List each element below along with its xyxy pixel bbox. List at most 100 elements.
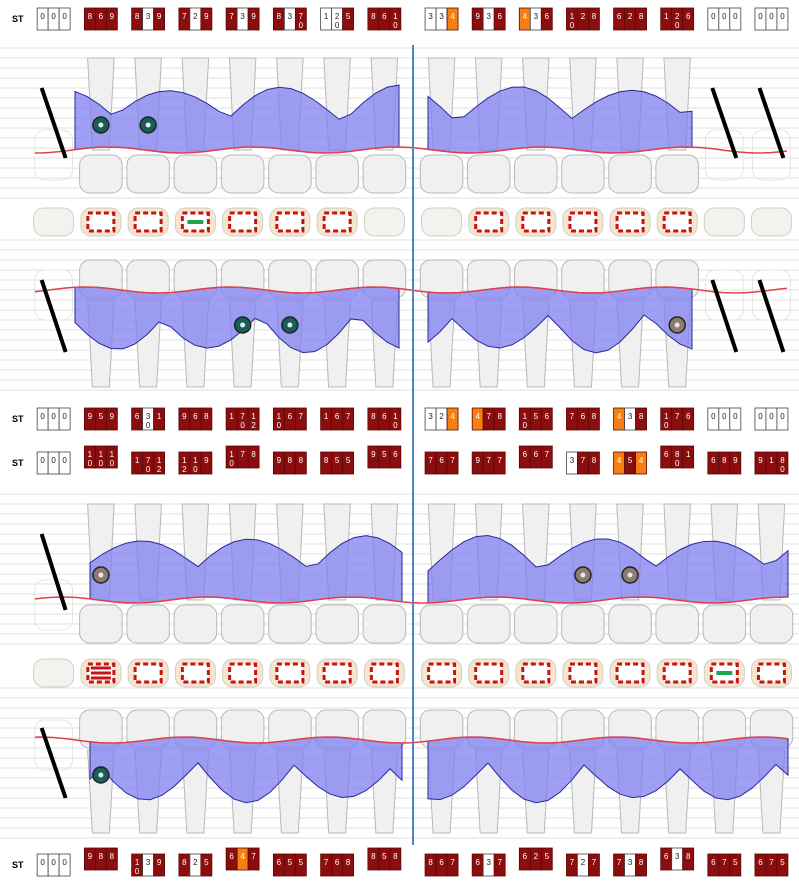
site-value: 1: [393, 412, 398, 421]
tooth-crown: [126, 604, 170, 644]
site-sub-value: 0: [335, 21, 340, 30]
measurement-row-upper-buccal: ST 0 0 0 8 6 9 8 3 9 7 2 9 7 3 9 8 3 701 205 8 6 103 3 4 9 3 6 4 3 6 10…: [12, 7, 789, 31]
site-value: 5: [99, 412, 104, 421]
site-value: 1: [193, 456, 198, 465]
site-value: 4: [450, 12, 455, 21]
site-value: 7: [486, 456, 491, 465]
site-cell: [446, 451, 459, 475]
site-value: 1: [157, 456, 162, 465]
site-value: 8: [371, 12, 376, 21]
tooth-crown: [514, 154, 558, 194]
site-cell: [446, 7, 459, 31]
site-value: 8: [639, 858, 644, 867]
site-value: 8: [497, 412, 502, 421]
restoration-outline: [615, 662, 645, 684]
site-value: 2: [628, 12, 633, 21]
site-cell: [389, 445, 402, 469]
site-value: 6: [193, 412, 198, 421]
site-cell: [389, 407, 402, 431]
site-value: 5: [204, 858, 209, 867]
site-value: 9: [157, 12, 162, 21]
site-cell: [200, 407, 213, 431]
tooth-crown: [749, 604, 794, 644]
site-value: 8: [346, 858, 351, 867]
site-cell: [105, 847, 118, 871]
st-label: ST: [12, 14, 24, 24]
site-cell: [588, 407, 600, 431]
site-value: 0: [711, 412, 716, 421]
site-value: 6: [135, 412, 140, 421]
site-value: 0: [780, 412, 785, 421]
site-value: 0: [51, 456, 56, 465]
site-value: 5: [382, 852, 387, 861]
restoration-outline: [86, 211, 116, 233]
panel-lower-lingual: [34, 503, 794, 644]
tooth-crown: [466, 604, 511, 644]
occlusal-tooth: [33, 658, 75, 688]
site-value: 5: [534, 412, 539, 421]
site-value: 9: [251, 12, 256, 21]
site-sub-value: 0: [99, 459, 104, 468]
site-value: 5: [545, 852, 550, 861]
site-value: 8: [592, 12, 597, 21]
site-sub-value: 0: [110, 459, 115, 468]
site-value: 7: [146, 456, 151, 465]
gingival-margin-line: [34, 736, 788, 744]
tooth-crown: [268, 154, 312, 194]
site-value: 0: [62, 12, 67, 21]
site-value: 6: [382, 412, 387, 421]
tooth-crown: [79, 154, 123, 194]
site-cell: [153, 853, 166, 877]
site-value: 6: [475, 858, 480, 867]
site-sub-value: 0: [88, 459, 93, 468]
site-value: 6: [335, 858, 340, 867]
tooth-crown: [419, 604, 464, 644]
site-value: 7: [324, 858, 329, 867]
site-value: 7: [251, 852, 256, 861]
site-value: 8: [371, 852, 376, 861]
occlusal-tooth: [703, 207, 745, 237]
tooth-crown: [514, 604, 558, 644]
site-cell: [58, 451, 71, 475]
site-value: 1: [99, 450, 104, 459]
tooth-crown: [702, 604, 747, 644]
tooth-crown: [655, 154, 699, 194]
site-value: 9: [277, 456, 282, 465]
site-value: 1: [88, 450, 93, 459]
site-value: 7: [545, 450, 550, 459]
site-value: 7: [570, 858, 575, 867]
site-value: 2: [193, 858, 198, 867]
site-value: 8: [135, 12, 140, 21]
site-value: 1: [324, 412, 329, 421]
site-cell: [247, 7, 260, 31]
site-value: 6: [686, 12, 691, 21]
site-value: 6: [335, 412, 340, 421]
missing-tooth-mark: [757, 87, 786, 159]
implant-marker-dot: [287, 322, 293, 328]
pocket-depth-area: [427, 86, 693, 154]
site-value: 6: [545, 412, 550, 421]
site-value: 4: [450, 412, 455, 421]
site-value: 5: [299, 858, 304, 867]
site-value: 5: [382, 450, 387, 459]
site-value: 9: [475, 12, 480, 21]
site-value: 0: [40, 12, 45, 21]
site-value: 0: [780, 12, 785, 21]
st-label: ST: [12, 414, 24, 424]
missing-tooth-mark: [39, 279, 68, 353]
site-sub-value: 0: [277, 421, 282, 430]
site-value: 1: [664, 12, 669, 21]
site-value: 6: [711, 858, 716, 867]
site-value: 2: [335, 12, 340, 21]
restoration-outline: [474, 662, 504, 684]
site-value: 0: [769, 12, 774, 21]
site-sub-value: 2: [182, 465, 187, 474]
site-value: 3: [288, 12, 293, 21]
site-value: 8: [204, 412, 209, 421]
site-value: 1: [135, 858, 140, 867]
site-value: 6: [288, 412, 293, 421]
crown-stripe: [90, 676, 111, 680]
site-cell: [682, 7, 695, 31]
restoration-outline: [427, 662, 457, 684]
tooth-crown: [608, 604, 652, 644]
